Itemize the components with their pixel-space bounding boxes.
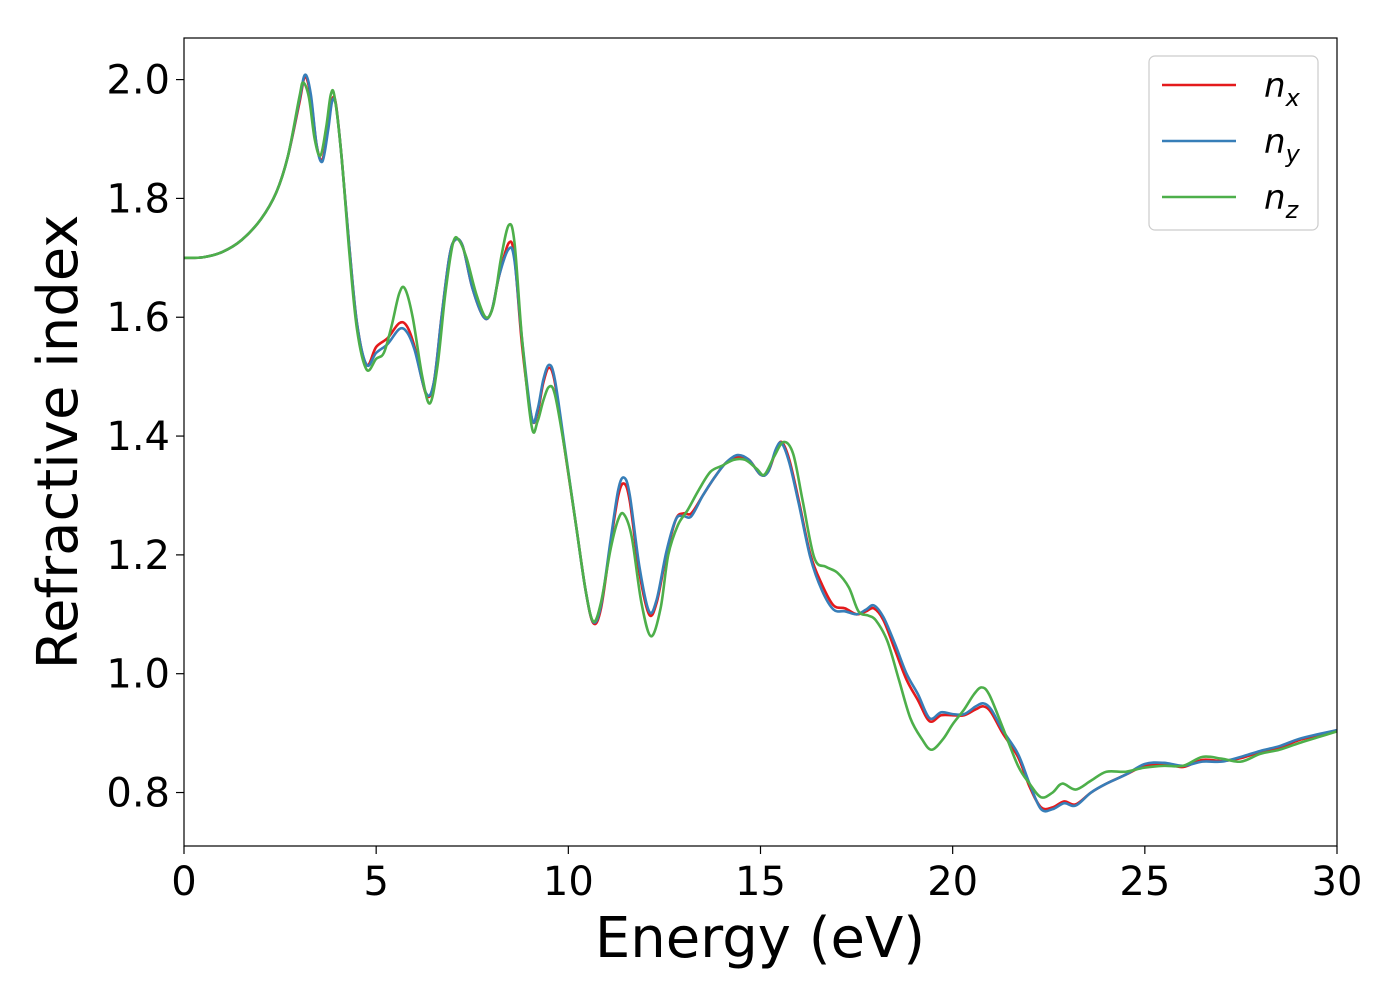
x-tick-label: 20 [927, 859, 978, 905]
y-tick-label: 0.8 [106, 771, 170, 817]
x-tick-label: 30 [1312, 859, 1363, 905]
legend-entry-z: nz [1162, 178, 1300, 224]
legend-entries: nx ny nz [1162, 66, 1301, 224]
legend: nx ny nz [1148, 55, 1319, 231]
y-tick-label: 1.4 [106, 414, 170, 460]
y-axis-ticks: 0.8 1.0 1.2 1.4 1.6 1.8 2.0 [106, 58, 184, 817]
x-tick-label: 5 [363, 859, 388, 905]
x-tick-label: 25 [1119, 859, 1170, 905]
series-layer [184, 73, 1337, 813]
x-axis-ticks: 0 5 10 15 20 25 30 [171, 846, 1362, 905]
legend-box [1148, 55, 1319, 231]
legend-entry-x: nx [1162, 66, 1301, 112]
y-tick-label: 1.2 [106, 533, 170, 579]
x-tick-label: 10 [543, 859, 594, 905]
y-tick-label: 1.6 [106, 295, 170, 341]
y-tick-label: 1.0 [106, 652, 170, 698]
x-tick-label: 0 [171, 859, 196, 905]
y-tick-label: 1.8 [106, 176, 170, 222]
series-line-z [184, 81, 1337, 799]
legend-entry-y: ny [1162, 122, 1301, 168]
legend-label: nz [1264, 178, 1300, 224]
y-tick-label: 2.0 [106, 58, 170, 104]
y-axis-label: Refractive index [26, 215, 91, 670]
legend-label: ny [1264, 122, 1301, 168]
x-tick-label: 15 [735, 859, 786, 905]
x-axis-label: Energy (eV) [595, 906, 925, 971]
legend-label: nx [1264, 66, 1301, 112]
